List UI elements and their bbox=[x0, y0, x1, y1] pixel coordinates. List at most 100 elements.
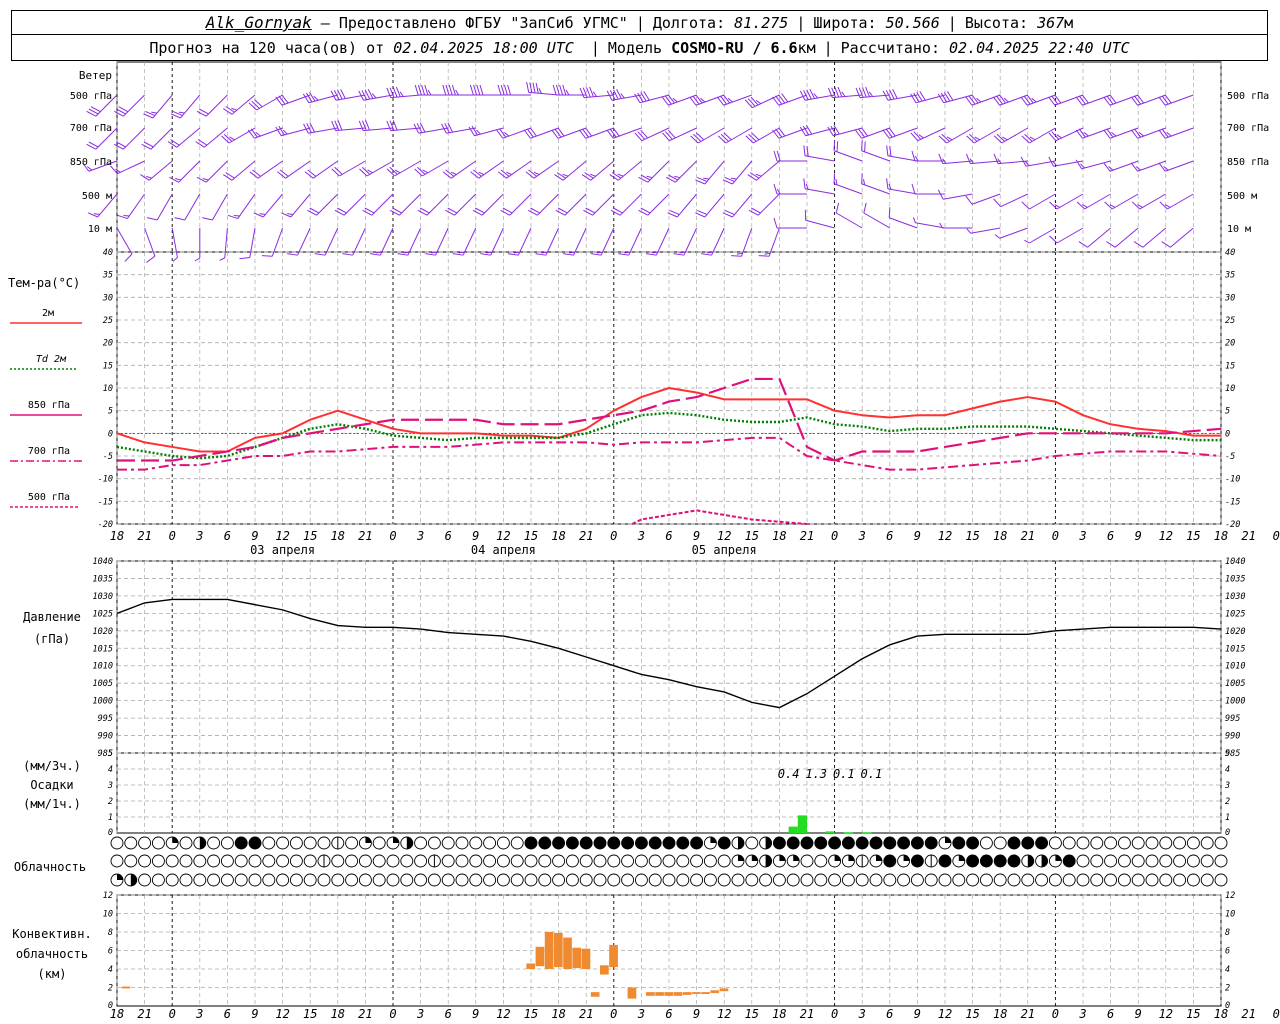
wind-barb-feather bbox=[861, 173, 863, 184]
cloud-icon bbox=[662, 854, 676, 868]
wind-barb-feather bbox=[773, 183, 778, 195]
cloud-icon bbox=[897, 836, 911, 850]
temp-ytick-right: 0 bbox=[1225, 429, 1230, 439]
hour-tick-top: 21 bbox=[1241, 529, 1255, 543]
wind-barb-feather bbox=[367, 88, 374, 99]
wind-barb-feather bbox=[833, 124, 840, 135]
wind-barb-feather bbox=[227, 214, 238, 220]
hour-tick-bottom: 3 bbox=[195, 1007, 203, 1021]
wind-barb-feather bbox=[755, 173, 762, 177]
cloud-icon bbox=[993, 836, 1007, 850]
conv-unit: (км) bbox=[38, 967, 67, 981]
wind-barb-feather bbox=[830, 125, 837, 136]
wind-barb-shaft bbox=[117, 160, 145, 175]
wind-barb-feather bbox=[1133, 95, 1142, 105]
wind-barb-feather bbox=[992, 96, 1001, 106]
cloud-icon-mark bbox=[793, 855, 800, 861]
wind-barb-feather bbox=[358, 90, 364, 101]
wind-barb-shaft bbox=[889, 217, 918, 229]
wind-barb-feather bbox=[640, 174, 651, 181]
cloud-icon-mark bbox=[172, 837, 179, 843]
cloud-icon bbox=[993, 873, 1007, 887]
hour-tick-bottom: 9 bbox=[472, 1007, 479, 1021]
wind-level-10m-right: 10 м bbox=[1227, 224, 1251, 235]
wind-barb-feather bbox=[306, 92, 313, 103]
wind-barb-feather bbox=[1104, 201, 1113, 210]
cloud-icon bbox=[952, 836, 966, 850]
header-line-2: Прогноз на 120 часа(ов) от 02.04.2025 18… bbox=[11, 34, 1268, 61]
wind-barb-shaft bbox=[297, 227, 311, 256]
cloud-icon bbox=[841, 873, 855, 887]
conv-ytick-right: 10 bbox=[1225, 910, 1235, 920]
wind-barb-feather bbox=[943, 91, 951, 102]
hour-tick-top: 18 bbox=[110, 529, 124, 543]
wind-barb-feather bbox=[781, 93, 789, 103]
precip-ytick-right: 2 bbox=[1225, 797, 1230, 807]
wind-barb-feather bbox=[1136, 94, 1145, 104]
wind-title: Ветер bbox=[79, 69, 112, 82]
wind-barb-shaft bbox=[668, 94, 697, 106]
wind-barb-feather bbox=[417, 166, 426, 175]
wind-barb-shaft bbox=[723, 94, 752, 106]
cloud-icon bbox=[165, 854, 179, 868]
wind-level-700hpa-right: 700 гПа bbox=[1227, 123, 1269, 134]
wind-barb-feather bbox=[116, 108, 126, 115]
wind-barb-feather bbox=[562, 173, 569, 177]
wind-barb-shaft bbox=[363, 94, 394, 101]
wind-barb-feather bbox=[469, 84, 474, 96]
hour-tick-top: 21 bbox=[358, 529, 372, 543]
legend-td-label: Td 2м bbox=[36, 354, 67, 365]
conv-ytick-left: 0 bbox=[108, 1001, 113, 1011]
wind-barb-feather bbox=[1024, 239, 1030, 244]
wind-level-500m-right: 500 м bbox=[1227, 191, 1257, 202]
wind-barb-feather bbox=[334, 166, 343, 175]
wind-barb-feather bbox=[254, 99, 263, 108]
wind-barb-feather bbox=[552, 84, 557, 96]
wind-barb-feather bbox=[342, 253, 353, 256]
wind-barb-feather bbox=[695, 132, 705, 141]
wind-barb-feather bbox=[371, 93, 377, 99]
cloud-icon bbox=[234, 873, 248, 887]
wind-barb-shaft bbox=[178, 160, 201, 183]
wind-barb-feather bbox=[554, 174, 564, 181]
wind-barb-feather bbox=[590, 173, 596, 177]
wind-barb-shaft bbox=[343, 193, 366, 216]
cloud-icon bbox=[317, 873, 331, 887]
wind-barb-feather bbox=[609, 174, 619, 181]
hour-tick-bottom: 3 bbox=[858, 1007, 866, 1021]
cloud-icon bbox=[524, 873, 538, 887]
wind-barb-shaft bbox=[339, 160, 366, 177]
wind-barb-feather bbox=[1020, 96, 1028, 106]
cloud-icon bbox=[345, 854, 359, 868]
wind-barb-feather bbox=[447, 122, 454, 133]
wind-barb-feather bbox=[888, 207, 891, 218]
wind-barb-feather bbox=[375, 251, 382, 254]
wind-barb-shaft bbox=[859, 94, 890, 99]
wind-barb-shaft bbox=[557, 127, 587, 139]
precip-title: Осадки bbox=[30, 778, 73, 792]
wind-barb-feather bbox=[731, 255, 742, 257]
conv-ytick-left: 2 bbox=[108, 984, 113, 994]
cloud-icon bbox=[552, 854, 566, 868]
wind-barb-feather bbox=[611, 172, 622, 179]
wind-barb-feather bbox=[392, 87, 398, 98]
wind-barb-shaft bbox=[204, 127, 228, 148]
wind-barb-feather bbox=[500, 209, 511, 216]
wind-barb-feather bbox=[589, 86, 594, 97]
wind-barb-feather bbox=[695, 179, 706, 185]
press-ytick-left: 1010 bbox=[93, 662, 113, 672]
calc-time: 02.04.2025 22:40 UTC bbox=[949, 38, 1130, 57]
hour-tick-bottom: 9 bbox=[1135, 1007, 1142, 1021]
wind-barb-feather bbox=[500, 169, 510, 177]
wind-barb-shaft bbox=[481, 193, 504, 216]
wind-barb-shaft bbox=[676, 193, 697, 218]
hour-tick-bottom: 12 bbox=[496, 1007, 510, 1021]
wind-barb-shaft bbox=[97, 193, 118, 218]
cloud-icon bbox=[538, 873, 552, 887]
wind-barb-feather bbox=[1108, 166, 1114, 171]
wind-barb-feather bbox=[606, 90, 613, 101]
cloud-icon bbox=[1214, 854, 1228, 868]
wind-barb-feather bbox=[559, 84, 564, 96]
convective-bar bbox=[664, 992, 674, 996]
wind-barb-feather bbox=[278, 125, 285, 136]
